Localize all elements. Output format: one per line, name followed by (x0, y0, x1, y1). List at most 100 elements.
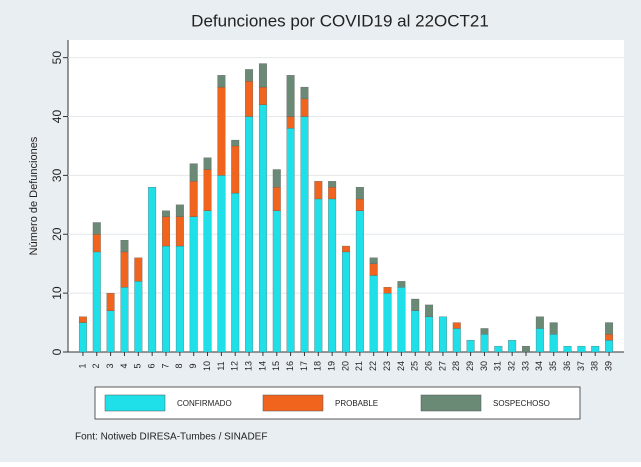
bar-segment (217, 75, 226, 88)
x-tick-label: 38 (590, 361, 600, 371)
bar-segment (189, 163, 198, 182)
bar-segment (452, 328, 461, 353)
bar-segment (120, 240, 129, 253)
bar-segment (175, 216, 184, 247)
bar-segment (480, 328, 489, 335)
x-tick-label: 1 (77, 363, 87, 368)
bar-segment (106, 292, 115, 311)
x-tick-label: 14 (257, 361, 267, 371)
y-axis-title: Número de Defunciones (28, 136, 40, 255)
x-tick-label: 9 (188, 363, 198, 368)
bar-segment (300, 86, 309, 100)
bar-segment (355, 198, 364, 211)
bar-segment (342, 245, 350, 253)
bar-segment (106, 310, 115, 353)
bar-segment (286, 128, 295, 353)
bar-segment (522, 345, 530, 353)
x-tick-label: 10 (202, 361, 212, 371)
x-tick-label: 22 (368, 361, 378, 371)
bar-segment (605, 340, 614, 353)
bar-segment (78, 322, 87, 353)
x-tick-label: 23 (382, 361, 392, 371)
bar-segment (162, 245, 170, 353)
bar-segment (272, 210, 281, 353)
bar-segment (175, 245, 184, 353)
x-tick-label: 2 (91, 363, 101, 368)
x-tick-label: 18 (313, 361, 323, 371)
bar-segment (231, 139, 240, 147)
bar-segment (314, 198, 323, 353)
bar-segment (355, 210, 364, 353)
bar-segment (203, 169, 212, 211)
bar-segment (480, 334, 489, 353)
bar-segment (300, 98, 309, 117)
bar-segment (231, 192, 240, 353)
x-tick-label: 31 (493, 361, 503, 371)
x-tick-label: 5 (133, 363, 143, 368)
bar-segment (217, 175, 226, 353)
bar-segment (383, 292, 392, 353)
x-tick-label: 20 (340, 361, 350, 371)
bar-segment (300, 116, 309, 353)
bar-segment (286, 75, 295, 117)
x-tick-label: 29 (465, 361, 475, 371)
bar-segment (272, 187, 281, 211)
chart-title: Defunciones por COVID19 al 22OCT21 (191, 11, 489, 30)
bar-segment (369, 257, 378, 264)
bar-segment (272, 169, 281, 188)
bar-segment (120, 287, 129, 353)
bar-segment (508, 340, 517, 353)
x-tick-label: 17 (299, 361, 309, 371)
bar-segment (162, 210, 170, 217)
x-tick-label: 39 (603, 361, 613, 371)
x-tick-label: 8 (174, 363, 184, 368)
bar-segment (92, 234, 101, 253)
bar-segment (217, 86, 226, 176)
legend-swatch (262, 394, 324, 412)
bar-segment (383, 287, 392, 294)
bar-segment (605, 322, 614, 335)
bar-segment (175, 204, 184, 217)
x-tick-label: 15 (271, 361, 281, 371)
x-tick-label: 3 (105, 363, 115, 368)
bar-segment (92, 222, 101, 235)
x-tick-label: 12 (230, 361, 240, 371)
bar-segment (162, 216, 170, 247)
bar-segment (466, 340, 475, 353)
x-tick-label: 30 (479, 361, 489, 371)
bar-segment (286, 116, 295, 129)
y-tick-label: 10 (50, 286, 64, 300)
bar-segment (577, 345, 586, 353)
x-tick-label: 16 (285, 361, 295, 371)
bar-segment (605, 334, 614, 341)
bar-segment (148, 187, 157, 353)
x-tick-label: 35 (548, 361, 558, 371)
x-tick-label: 21 (354, 361, 364, 371)
bar-segment (355, 187, 364, 200)
x-tick-label: 27 (437, 361, 447, 371)
bar-segment (203, 157, 212, 170)
bar-segment (231, 145, 240, 194)
bar-segment (328, 187, 337, 200)
x-tick-label: 26 (423, 361, 433, 371)
bar-segment (134, 257, 143, 282)
x-tick-label: 33 (520, 361, 530, 371)
bar-segment (411, 310, 420, 353)
y-tick-label: 40 (50, 110, 64, 124)
bar-segment (591, 345, 600, 353)
y-tick-label: 30 (50, 168, 64, 182)
x-tick-label: 24 (396, 361, 406, 371)
bar-segment (411, 298, 420, 311)
bar-segment (425, 316, 434, 353)
bar-segment (494, 345, 503, 353)
bar-segment (189, 216, 198, 353)
bar-segment (397, 287, 406, 353)
bar-segment (535, 328, 544, 353)
x-tick-label: 11 (216, 361, 226, 370)
bar-segment (452, 322, 461, 329)
x-tick-label: 32 (507, 361, 517, 371)
legend-box (94, 386, 581, 420)
bar-segment (134, 281, 143, 353)
x-tick-label: 19 (327, 361, 337, 371)
legend-label: CONFIRMADO (177, 399, 232, 408)
